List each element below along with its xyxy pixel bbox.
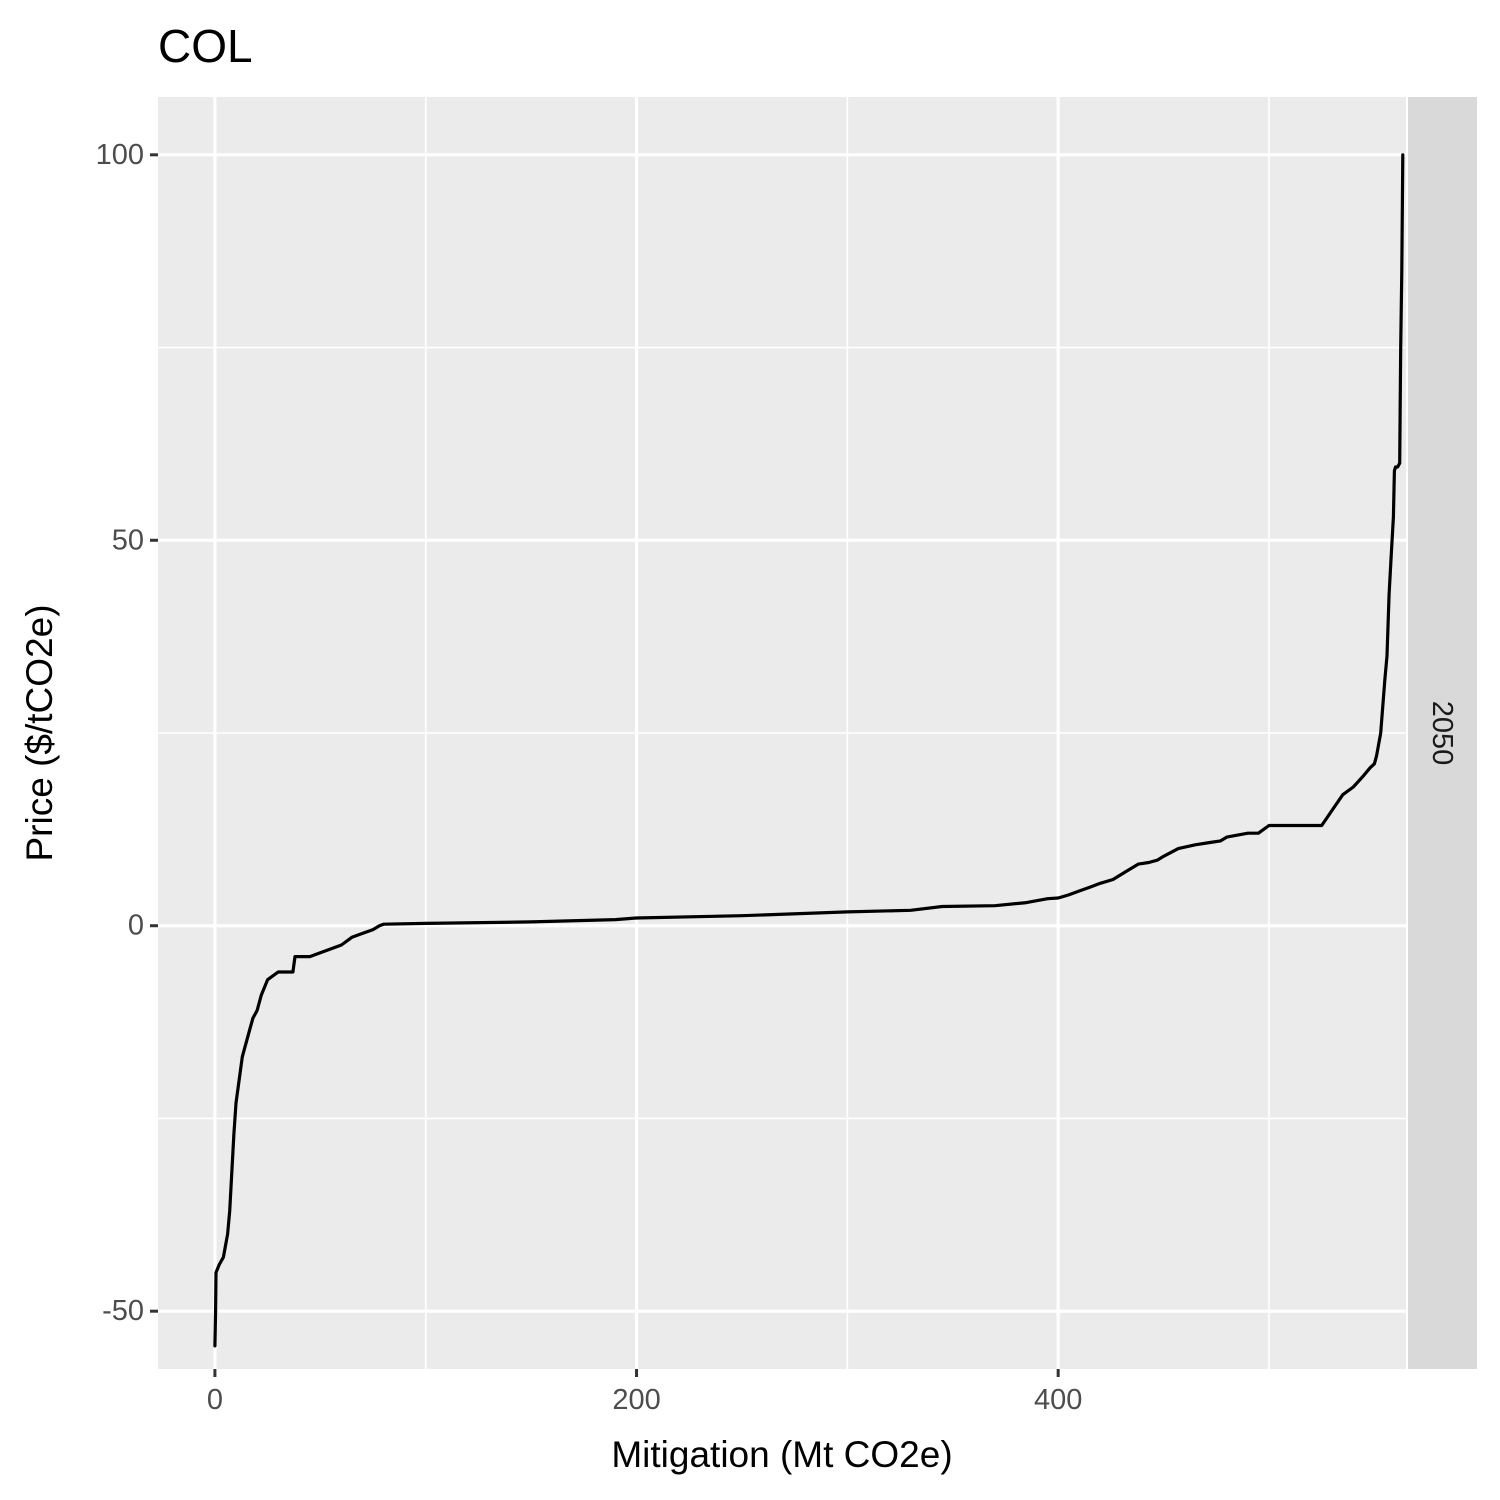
major-gridlines [158, 97, 1406, 1369]
x-tick-label: 400 [1034, 1384, 1082, 1416]
facet-strip [1408, 97, 1477, 1369]
x-axis: 0 200 400 [207, 1369, 1082, 1416]
y-tick-label: -50 [102, 1295, 144, 1327]
minor-gridlines [158, 97, 1406, 1369]
x-tick-label: 200 [612, 1384, 660, 1416]
y-axis: -50 0 50 100 [96, 139, 158, 1327]
facet-strip-label: 2050 [1426, 701, 1458, 766]
y-tick-label: 50 [112, 524, 144, 556]
y-axis-label: Price ($/tCO2e) [19, 604, 60, 861]
y-tick-label: 0 [128, 910, 144, 942]
mitigation-cost-curve [213, 153, 1405, 1348]
y-tick-label: 100 [96, 139, 144, 171]
x-axis-label: Mitigation (Mt CO2e) [611, 1434, 952, 1475]
x-tick-label: 0 [207, 1384, 223, 1416]
chart-title: COL [158, 20, 253, 72]
